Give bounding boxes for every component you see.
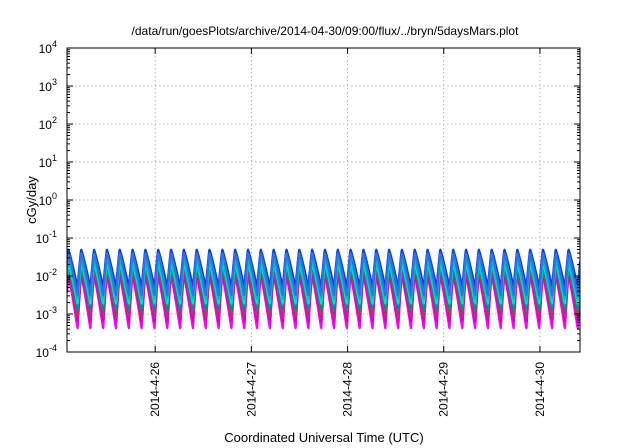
y-tick-label: 100 [39, 191, 57, 208]
y-tick-label: 10-2 [36, 267, 57, 284]
y-axis-label: cGy/day [24, 176, 39, 224]
x-tick-label: 2014-4-30 [533, 362, 547, 417]
y-axis: 10-4 10-3 10-2 10-1 100 101 102 103 104 [36, 39, 580, 360]
x-axis: 2014-4-26 2014-4-27 2014-4-28 2014-4-29 2014… [148, 48, 547, 417]
x-tick-label: 2014-4-27 [244, 362, 258, 417]
series-line-8 [67, 252, 580, 297]
chart-title: /data/run/goesPlots/archive/2014-04-30/0… [132, 24, 520, 38]
y-tick-label: 10-1 [36, 229, 57, 246]
y-tick-label: 101 [39, 153, 57, 170]
y-tick-label: 102 [39, 115, 57, 132]
series-layer [67, 248, 580, 330]
x-tick-label: 2014-4-26 [148, 362, 162, 417]
x-axis-label: Coordinated Universal Time (UTC) [224, 430, 423, 445]
y-tick-label: 103 [39, 77, 57, 94]
x-tick-label: 2014-4-29 [437, 362, 451, 417]
x-tick-label: 2014-4-28 [341, 362, 355, 417]
y-tick-label: 10-4 [36, 343, 57, 360]
y-tick-label: 10-3 [36, 305, 57, 322]
y-tick-label: 104 [39, 39, 57, 56]
